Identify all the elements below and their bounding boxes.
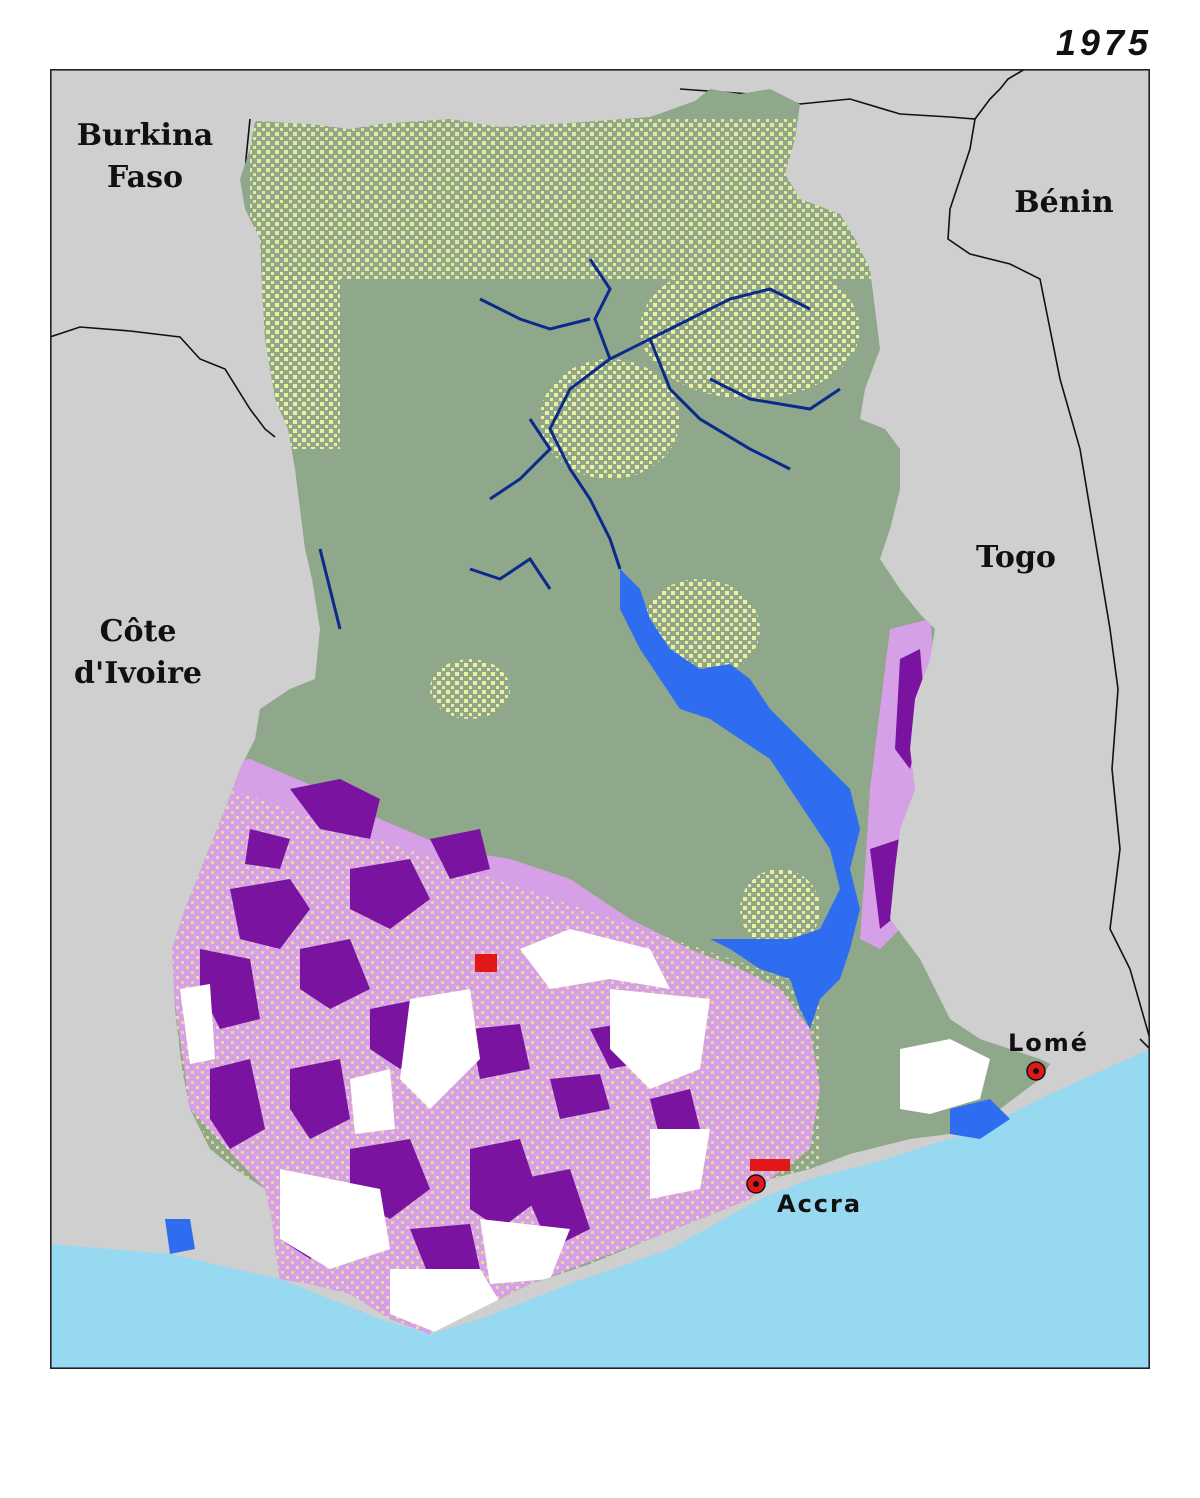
label-togo: Togo xyxy=(976,540,1056,575)
label-burkina-faso: Burkina xyxy=(77,118,213,153)
label-cote-divoire: Côte xyxy=(100,614,177,649)
label-cote-divoire-line2: d'Ivoire xyxy=(74,656,202,691)
label-benin: Bénin xyxy=(1014,185,1114,220)
map-year: 1975 xyxy=(1055,22,1152,63)
label-lome: Lomé xyxy=(1008,1029,1089,1057)
unclassified-areas xyxy=(180,929,990,1334)
label-accra: Accra xyxy=(777,1190,862,1218)
land-cover-map: Burkina Faso Côte d'Ivoire Togo Bénin Ac… xyxy=(50,69,1150,1369)
urban-areas xyxy=(475,954,790,1171)
western-lagoon xyxy=(165,1219,195,1254)
label-burkina-faso-line2: Faso xyxy=(107,160,183,195)
map-frame xyxy=(50,69,1150,1369)
ocean xyxy=(50,1049,1150,1369)
keta-lagoon xyxy=(950,1099,1010,1139)
lake-volta xyxy=(620,569,860,1029)
city-marker-lome xyxy=(1026,1061,1046,1081)
rivers xyxy=(318,258,841,630)
city-marker-accra xyxy=(746,1174,766,1194)
